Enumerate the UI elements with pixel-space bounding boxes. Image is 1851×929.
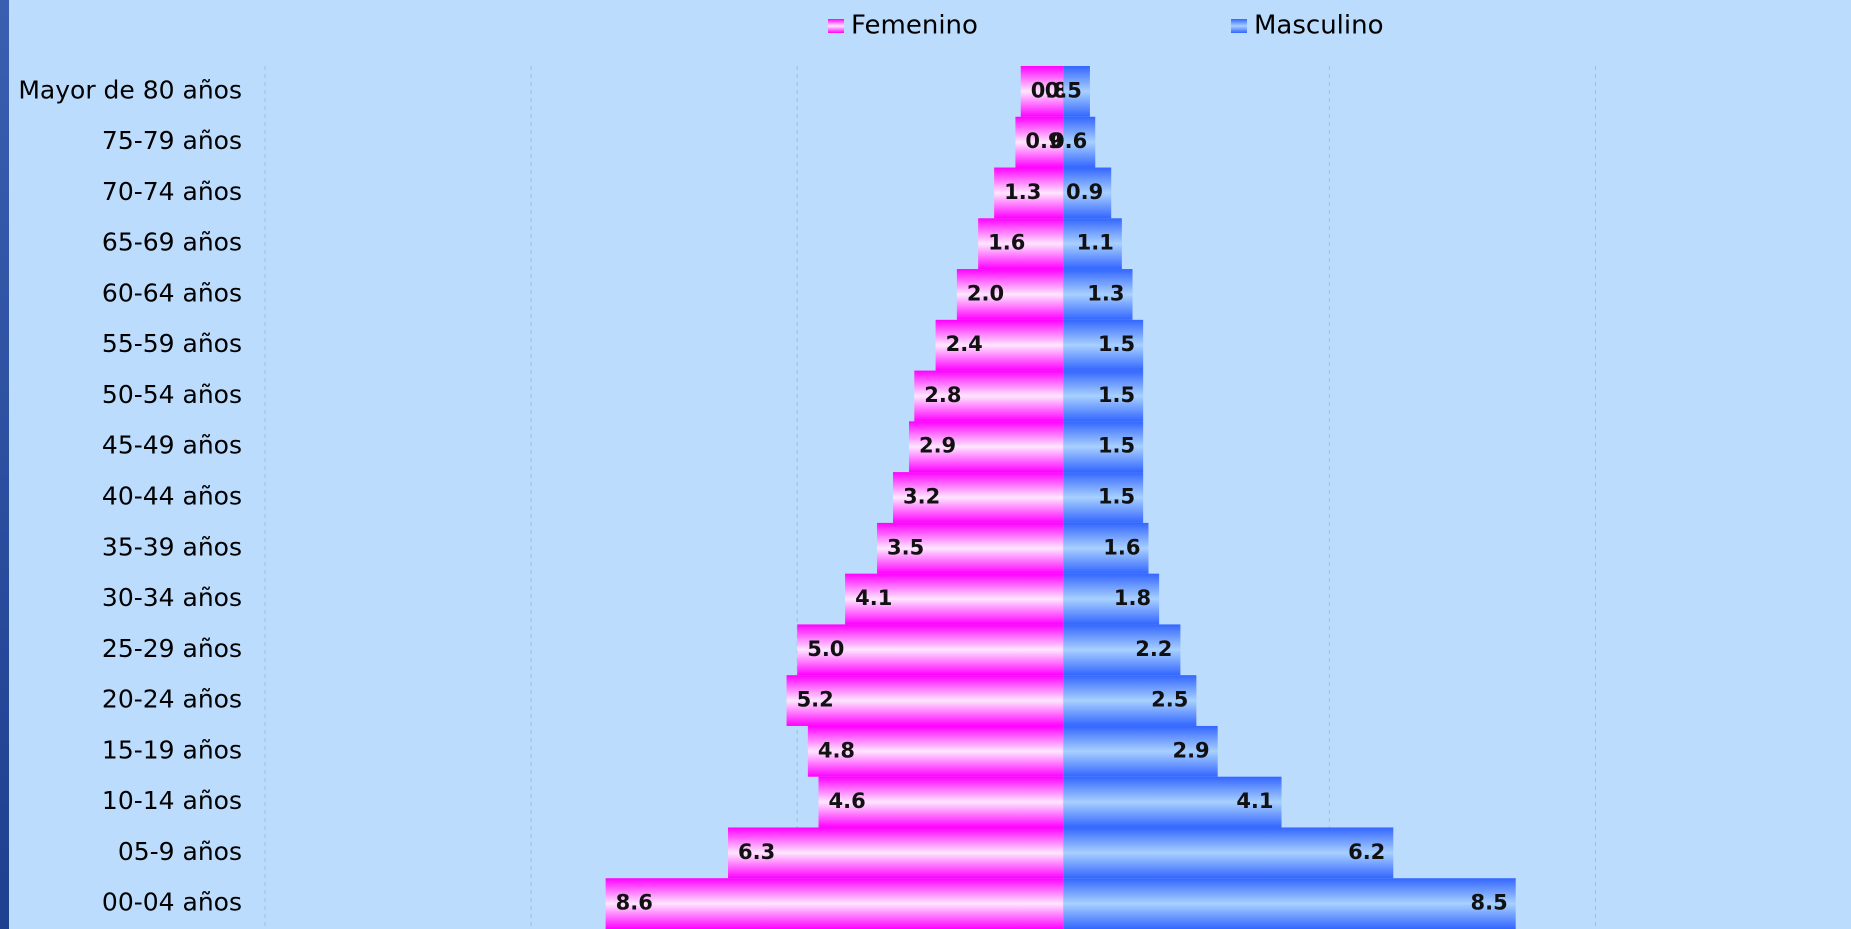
bar [1063,878,1516,929]
bar [1063,675,1197,726]
category-label: 00-04 años [102,888,242,917]
bar [797,624,1064,676]
value-label: 8.6 [616,891,653,915]
value-label: 1.5 [1098,485,1135,509]
bar [1063,370,1144,422]
legend-label: Femenino [851,11,978,41]
value-label: 2.9 [919,434,956,458]
value-label: 1.8 [1114,586,1151,610]
category-label: 70-74 años [102,177,242,206]
bar [818,776,1064,828]
bar [1063,776,1282,828]
value-label: 0.6 [1050,129,1087,153]
bar [1063,827,1394,879]
bar [1063,218,1122,270]
bar [1063,421,1144,473]
value-label: 1.6 [988,231,1025,255]
bar [845,573,1064,625]
legend-label: Masculino [1254,11,1384,41]
value-label: 2.9 [1172,738,1209,762]
bar [728,827,1064,879]
value-label: 3.5 [887,535,924,559]
bar [893,472,1064,523]
value-label: 1.5 [1098,434,1135,458]
category-label: 35-39 años [102,532,242,561]
bar [935,319,1064,371]
legend-swatch [1231,19,1247,33]
category-label: 10-14 años [102,786,242,815]
bar [908,421,1064,473]
category-label: Mayor de 80 años [18,75,242,104]
legend-swatch [828,19,844,33]
value-label: 2.0 [967,281,1004,305]
value-label: 4.8 [818,738,855,762]
bar [1020,66,1064,117]
value-label: 5.2 [797,688,834,712]
value-label: 2.2 [1135,637,1172,661]
bar [978,218,1064,270]
category-label: 15-19 años [102,735,242,764]
value-label: 2.4 [946,332,983,356]
bar [1063,472,1144,523]
category-label: 25-29 años [102,634,242,663]
bar [807,725,1064,777]
category-label: 30-34 años [102,583,242,612]
value-label: 2.8 [924,383,961,407]
value-label: 0.5 [1045,78,1082,102]
bar [1063,522,1149,574]
value-label: 6.2 [1348,840,1385,864]
value-label: 1.5 [1098,332,1135,356]
category-label: 65-69 años [102,228,242,257]
value-label: 3.2 [903,485,940,509]
category-label: 60-64 años [102,278,242,307]
category-label: 05-9 años [118,837,242,866]
bar [1063,573,1160,625]
category-label: 40-44 años [102,482,242,511]
value-label: 2.5 [1151,688,1188,712]
category-label: 75-79 años [102,126,242,155]
category-label: 45-49 años [102,431,242,460]
value-label: 0.8 [1031,78,1068,102]
bar [994,167,1064,219]
bar [1063,319,1144,371]
value-label: 0.9 [1025,129,1062,153]
bar [1063,269,1133,320]
bar [1063,116,1096,168]
bar [1063,66,1090,117]
value-label: 1.6 [1103,535,1140,559]
value-label: 1.3 [1004,180,1041,204]
value-label: 4.1 [1236,789,1273,813]
value-label: 1.5 [1098,383,1135,407]
category-label: 50-54 años [102,380,242,409]
value-label: 0.9 [1066,180,1103,204]
bar [877,522,1064,574]
bar [786,675,1064,726]
bar [914,370,1064,422]
bar [1015,116,1064,168]
bar [1063,624,1181,676]
value-label: 1.1 [1077,231,1114,255]
category-label: 20-24 años [102,685,242,714]
left-strip [0,0,9,929]
value-label: 6.3 [738,840,775,864]
category-label: 55-59 años [102,329,242,358]
bar [1063,167,1112,219]
bar [605,878,1064,929]
bar [1063,725,1218,777]
value-label: 4.1 [855,586,892,610]
value-label: 4.6 [829,789,866,813]
value-label: 1.3 [1087,281,1124,305]
value-label: 8.5 [1471,891,1508,915]
bar [956,269,1064,320]
value-label: 5.0 [807,637,844,661]
